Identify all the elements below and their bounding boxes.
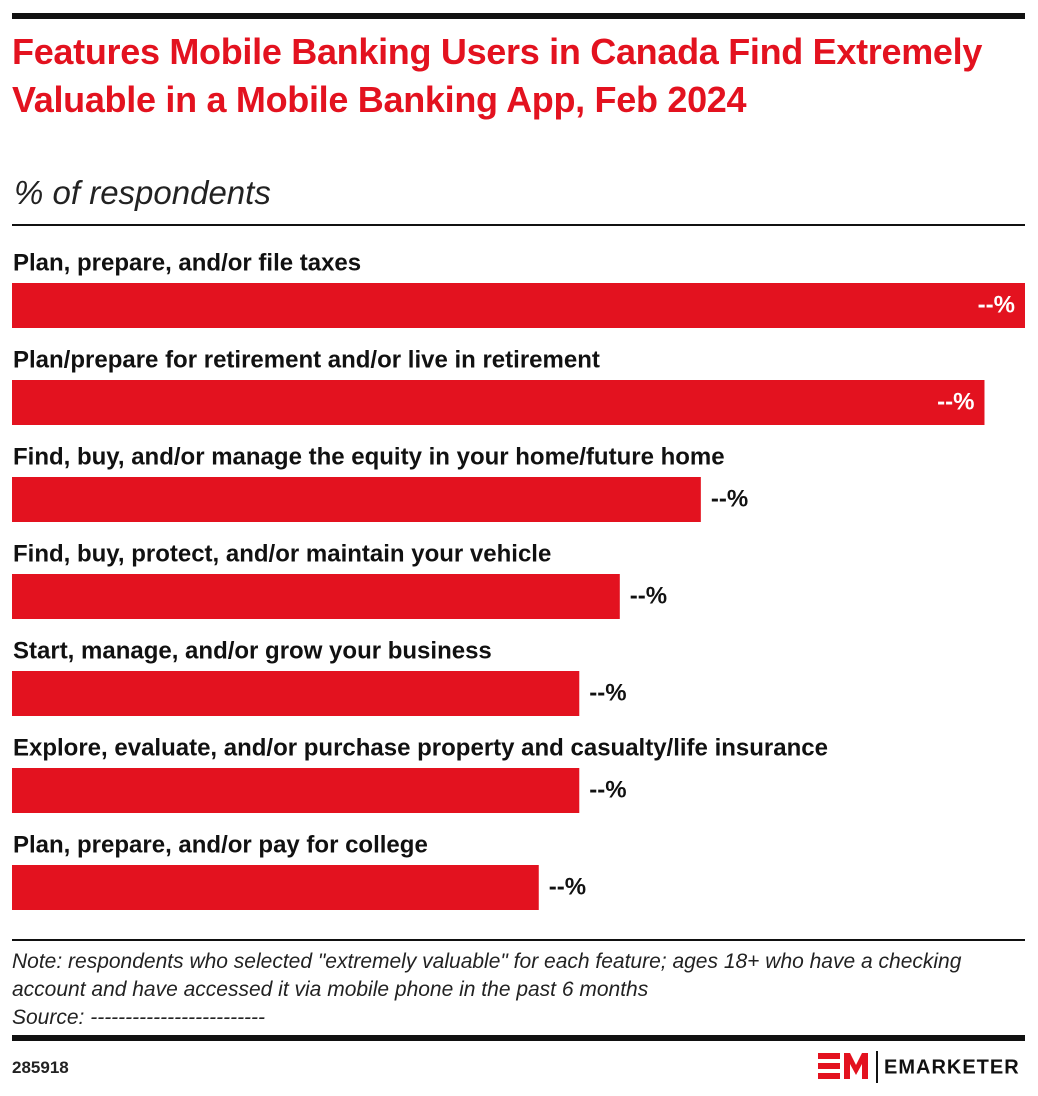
chart-title: Features Mobile Banking Users in Canada … bbox=[12, 31, 983, 120]
chart: Plan, prepare, and/or file taxes --% Plan/… bbox=[12, 249, 1025, 910]
value-label: --% bbox=[589, 679, 626, 706]
value-label: --% bbox=[630, 582, 667, 609]
category-label: Plan, prepare, and/or file taxes bbox=[13, 249, 361, 276]
bar bbox=[12, 768, 580, 813]
bar bbox=[12, 380, 985, 425]
value-label: --% bbox=[937, 388, 974, 415]
bar bbox=[12, 477, 701, 522]
bar bbox=[12, 574, 620, 619]
note: Note: respondents who selected "extremel… bbox=[12, 950, 962, 1001]
value-label: --% bbox=[978, 291, 1015, 318]
category-label: Find, buy, and/or manage the equity in y… bbox=[13, 443, 725, 470]
value-label: --% bbox=[549, 873, 586, 900]
category-label: Start, manage, and/or grow your business bbox=[13, 637, 492, 664]
bar bbox=[12, 865, 539, 910]
value-label: --% bbox=[711, 485, 748, 512]
value-label: --% bbox=[589, 776, 626, 803]
footer-rule bbox=[12, 1035, 1025, 1041]
note-block: Note: respondents who selected "extremel… bbox=[12, 948, 1027, 1032]
header-rule bbox=[12, 224, 1025, 226]
category-label: Plan, prepare, and/or pay for college bbox=[13, 831, 428, 858]
chart-subtitle: % of respondents bbox=[14, 174, 271, 211]
bar bbox=[12, 283, 1025, 328]
chart-id: 285918 bbox=[12, 1058, 69, 1077]
note-rule bbox=[12, 939, 1025, 941]
category-label: Explore, evaluate, and/or purchase prope… bbox=[13, 734, 828, 761]
bar bbox=[12, 671, 580, 716]
brand: EMARKETER bbox=[884, 1056, 1020, 1078]
logo: EMARKETER bbox=[818, 1051, 1020, 1083]
category-label: Plan/prepare for retirement and/or live … bbox=[13, 346, 600, 373]
source: Source: ------------------------- bbox=[12, 1006, 266, 1029]
top-rule bbox=[12, 13, 1025, 19]
category-label: Find, buy, protect, and/or maintain your… bbox=[13, 540, 551, 567]
